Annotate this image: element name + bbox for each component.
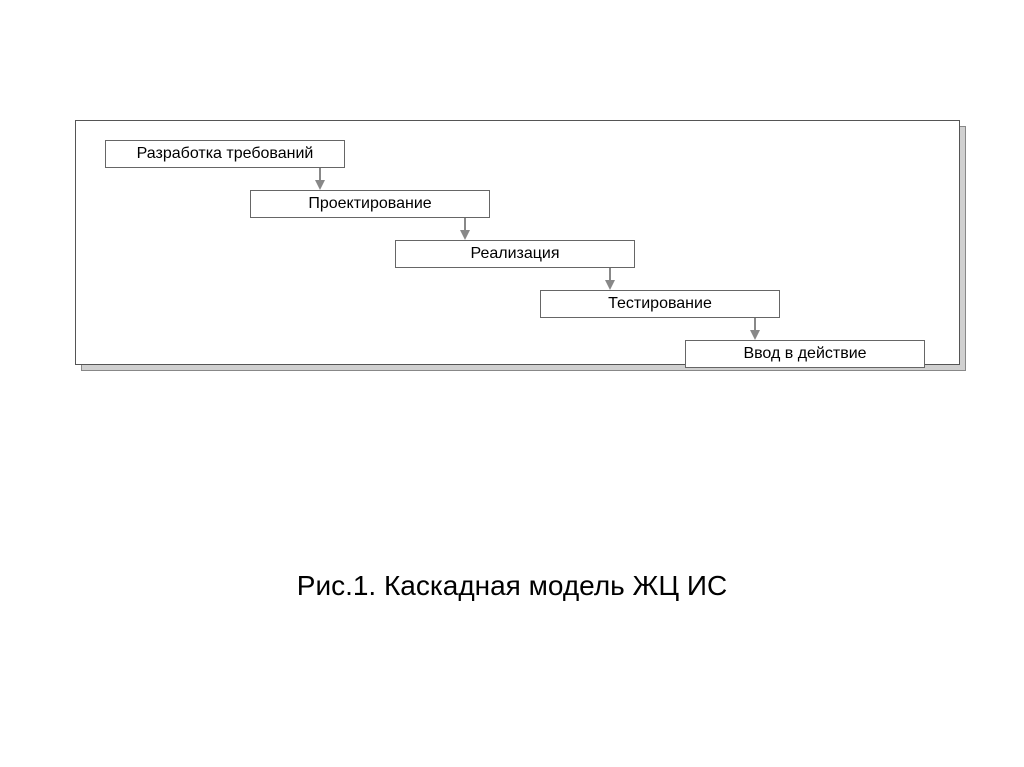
caption-text: Рис.1. Каскадная модель ЖЦ ИС [297, 570, 727, 601]
stage-requirements: Разработка требований [105, 140, 345, 168]
stage-label: Тестирование [608, 295, 712, 313]
stage-label: Проектирование [308, 195, 431, 213]
figure-caption: Рис.1. Каскадная модель ЖЦ ИС [0, 570, 1024, 602]
stage-testing: Тестирование [540, 290, 780, 318]
stage-implementation: Реализация [395, 240, 635, 268]
stage-deployment: Ввод в действие [685, 340, 925, 368]
arrow-2 [455, 218, 475, 242]
stage-design: Проектирование [250, 190, 490, 218]
arrow-1 [310, 168, 330, 192]
stage-label: Разработка требований [137, 145, 314, 163]
stage-label: Реализация [470, 245, 559, 263]
arrow-3 [600, 268, 620, 292]
arrow-4 [745, 318, 765, 342]
stage-label: Ввод в действие [743, 345, 866, 363]
